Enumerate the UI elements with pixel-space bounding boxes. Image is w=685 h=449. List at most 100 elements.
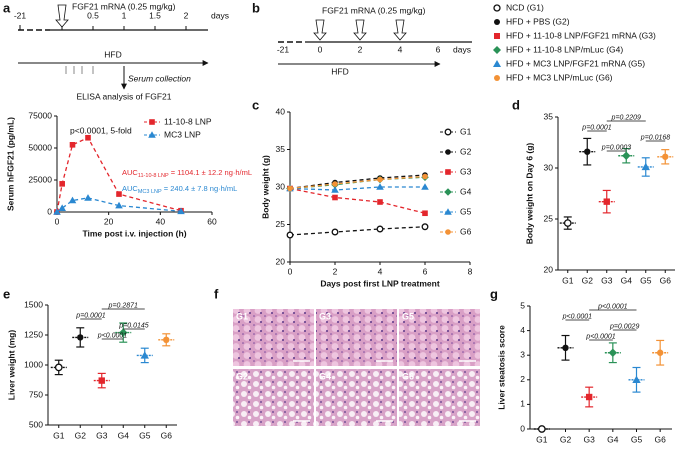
tick-label: 2: [358, 44, 363, 54]
mean-marker: [119, 328, 128, 337]
legend-label: HFD + 11-10-8 LNP/FGF21 mRNA (G3): [506, 30, 656, 40]
data-point: [376, 183, 384, 190]
p-value: p=0.0001: [581, 124, 611, 131]
auc-sub: 11-10-8 LNP: [138, 173, 169, 179]
data-point: [116, 191, 122, 197]
mean-marker: [77, 334, 84, 341]
legend-marker: [445, 169, 451, 175]
annotation: p<0.0001, 5-fold: [70, 125, 132, 135]
legend-marker: [494, 19, 500, 25]
x-tick-label: G1: [562, 275, 574, 285]
mean-marker: [608, 348, 618, 357]
p-value: p<0.0001: [562, 313, 592, 320]
auc-rest: = 240.4 ± 7.8 ng·h/mL: [162, 184, 238, 193]
y-tick-label: 30: [276, 181, 286, 191]
timeline-b: FGF21 mRNA (0.25 mg/kg) -21 0 2 4 6 days…: [277, 5, 472, 76]
series-line: [289, 226, 426, 236]
unit-label: days: [453, 44, 471, 54]
histology-label: G4: [319, 371, 331, 381]
y-tick-label: 1500: [24, 299, 43, 309]
mean-marker: [562, 344, 569, 352]
panel-label: g: [490, 286, 498, 301]
auc-sub: MC3 LNP: [138, 189, 162, 195]
tick-label: 6: [436, 44, 441, 54]
series-line: [289, 186, 425, 191]
x-tick-label: G5: [139, 430, 151, 440]
mean-marker: [662, 153, 669, 160]
mean-marker: [140, 351, 149, 359]
y-tick-label: 35: [276, 144, 286, 154]
histology-label: G3: [319, 311, 331, 321]
legend-label: G5: [460, 206, 472, 216]
tick-label: -21: [14, 10, 27, 20]
data-point: [331, 186, 339, 193]
histology-label: G6: [402, 371, 414, 381]
data-point: [287, 185, 293, 192]
x-tick-label: 0: [55, 216, 60, 226]
mean-marker: [641, 162, 650, 171]
unit-label: days: [211, 10, 229, 20]
y-tick-label: 25: [544, 213, 554, 223]
data-point: [53, 208, 61, 215]
series-line: [289, 187, 426, 214]
y-tick-label: 50000: [28, 142, 52, 152]
data-point: [377, 176, 383, 183]
data-point: [376, 225, 384, 233]
y-tick-label: 1000: [24, 359, 43, 369]
x-tick-label: G1: [536, 434, 548, 444]
x-tick-label: G2: [582, 275, 594, 285]
auc-rest: = 1104.1 ± 12.2 ng·h/mL: [169, 168, 252, 177]
x-tick-label: G1: [53, 430, 65, 440]
tick-label: 1: [122, 10, 127, 20]
legend-marker: [148, 131, 156, 138]
injection-arrow: [55, 4, 69, 28]
p-value: p=0.2209: [611, 114, 641, 121]
legend-marker: [444, 128, 452, 136]
panel-label: f: [214, 286, 219, 301]
x-tick-label: G5: [631, 434, 643, 444]
data-point: [85, 134, 91, 141]
mean-marker: [163, 336, 170, 343]
tick-label: 0: [46, 10, 51, 20]
x-tick-label: G6: [654, 434, 666, 444]
legend-label: G4: [460, 186, 472, 196]
mean-marker: [603, 198, 610, 205]
histology-image: [316, 369, 397, 426]
tick-label: -21: [277, 44, 290, 54]
mean-marker: [537, 425, 546, 433]
y-tick-label: 35: [544, 111, 554, 121]
legend-marker: [444, 188, 452, 196]
injection-arrow: [393, 19, 407, 41]
mean-marker: [632, 375, 641, 383]
data-point: [177, 207, 185, 215]
legend-marker: [493, 4, 501, 12]
panel-label: e: [3, 286, 10, 301]
y-tick-label: 25: [276, 219, 286, 229]
histology-label: G5: [402, 311, 414, 321]
legend-label: MC3 LNP: [164, 129, 201, 139]
y-tick-label: 40: [276, 106, 286, 116]
series-line: [56, 136, 182, 213]
p-value: p=0.2871: [108, 302, 138, 309]
mean-marker: [54, 363, 63, 372]
legend-label: NCD (G1): [506, 2, 544, 12]
auc-label: AUCMC3 LNP = 240.4 ± 7.8 ng·h/mL: [122, 184, 237, 195]
legend-label: 11-10-8 LNP: [164, 116, 212, 126]
mean-marker: [98, 377, 105, 384]
p-value: p<0.0001: [585, 333, 615, 340]
panel-label: b: [252, 0, 260, 15]
histology-label: G1: [236, 311, 248, 321]
x-tick-label: 40: [156, 216, 166, 226]
p-value: p<0.0001: [597, 303, 627, 310]
series-line: [56, 197, 182, 213]
p-value: p=0.0145: [118, 322, 148, 329]
x-tick-label: G4: [607, 434, 619, 444]
histology-image: [399, 369, 480, 426]
injection-label: FGF21 mRNA (0.25 mg/kg): [72, 1, 176, 11]
y-tick-label: 5: [520, 300, 525, 310]
y-tick-label: 75000: [28, 110, 52, 120]
data-point: [115, 201, 123, 209]
data-point: [331, 228, 339, 236]
x-tick-label: 20: [104, 216, 114, 226]
x-tick-label: G6: [660, 275, 672, 285]
